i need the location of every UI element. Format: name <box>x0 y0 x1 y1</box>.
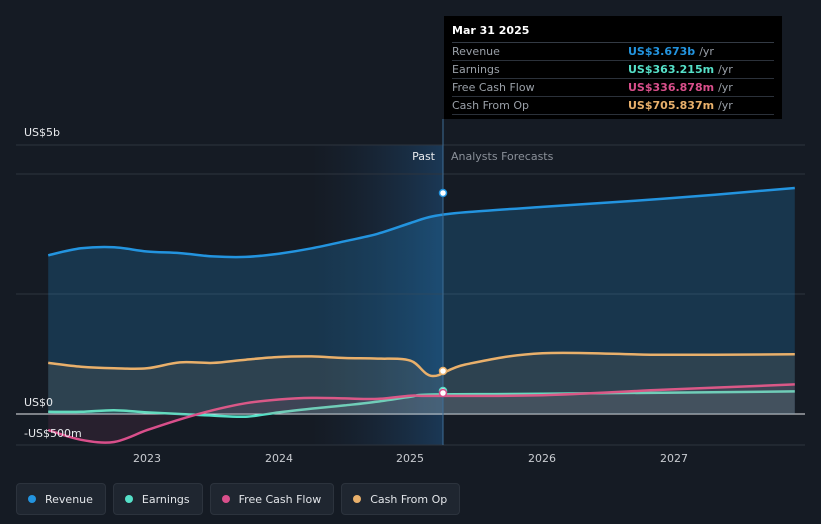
y-axis-tick-label: -US$500m <box>24 427 82 440</box>
series-line-earnings <box>48 390 795 419</box>
series-area-cash-from-op <box>48 352 795 414</box>
tooltip-row-revenue: Revenue US$3.673b /yr <box>452 43 774 61</box>
series-area-revenue <box>48 188 795 414</box>
series-line-free-cash-flow <box>47 383 795 444</box>
legend-item-cash-from-op[interactable]: Cash From Op <box>341 483 461 515</box>
x-axis-tick-label: 2023 <box>133 452 161 465</box>
x-axis-tick-label: 2025 <box>396 452 424 465</box>
series-line-revenue <box>47 186 795 259</box>
y-axis-tick-label: US$0 <box>24 396 53 409</box>
data-point-marker <box>438 188 448 198</box>
data-point-marker <box>438 388 448 398</box>
legend-item-earnings[interactable]: Earnings <box>112 483 203 515</box>
tooltip-label: Earnings <box>452 63 500 76</box>
hover-tooltip: Mar 31 2025 Revenue US$3.673b /yr Earnin… <box>444 16 782 119</box>
legend-dot <box>353 495 362 503</box>
tooltip-label: Revenue <box>452 45 500 58</box>
tooltip-label: Cash From Op <box>452 99 530 112</box>
tooltip-value: US$336.878m <box>628 81 715 94</box>
y-axis-tick-label: US$5b <box>24 126 60 139</box>
series-line-cash-from-op <box>48 351 795 378</box>
x-axis-tick-label: 2027 <box>660 452 688 465</box>
legend-label: Cash From Op <box>370 492 448 506</box>
legend-label: Earnings <box>141 492 190 506</box>
tooltip-row-cash-from-op: Cash From Op US$705.837m /yr <box>452 97 774 115</box>
tooltip-label: Free Cash Flow <box>452 81 535 94</box>
legend-dot <box>124 495 133 503</box>
tooltip-date: Mar 31 2025 <box>452 24 774 43</box>
tooltip-unit: /yr <box>718 99 733 112</box>
legend-label: Free Cash Flow <box>238 492 322 506</box>
forecast-label: Analysts Forecasts <box>451 150 554 163</box>
tooltip-unit: /yr <box>718 63 733 76</box>
legend-item-free-cash-flow[interactable]: Free Cash Flow <box>209 483 335 515</box>
tooltip-value: US$363.215m <box>628 63 715 76</box>
tooltip-row-earnings: Earnings US$363.215m /yr <box>452 61 774 79</box>
legend-dot <box>221 495 230 503</box>
tooltip-value: US$3.673b <box>628 45 696 58</box>
data-point-marker <box>438 366 448 376</box>
legend-dot <box>28 495 36 503</box>
x-axis-tick-label: 2026 <box>528 452 556 465</box>
chart-legend: Revenue Earnings Free Cash Flow Cash Fro… <box>16 483 461 515</box>
series-area-free-cash-flow <box>48 384 795 443</box>
tooltip-value: US$705.837m <box>628 99 715 112</box>
tooltip-unit: /yr <box>718 81 733 94</box>
x-axis-tick-label: 2024 <box>265 452 293 465</box>
tooltip-row-free-cash-flow: Free Cash Flow US$336.878m /yr <box>452 79 774 97</box>
legend-label: Revenue <box>45 492 93 506</box>
past-label: Past <box>412 150 436 163</box>
tooltip-unit: /yr <box>699 45 714 58</box>
legend-item-revenue[interactable]: Revenue <box>16 483 106 515</box>
series-area-earnings <box>48 391 795 417</box>
